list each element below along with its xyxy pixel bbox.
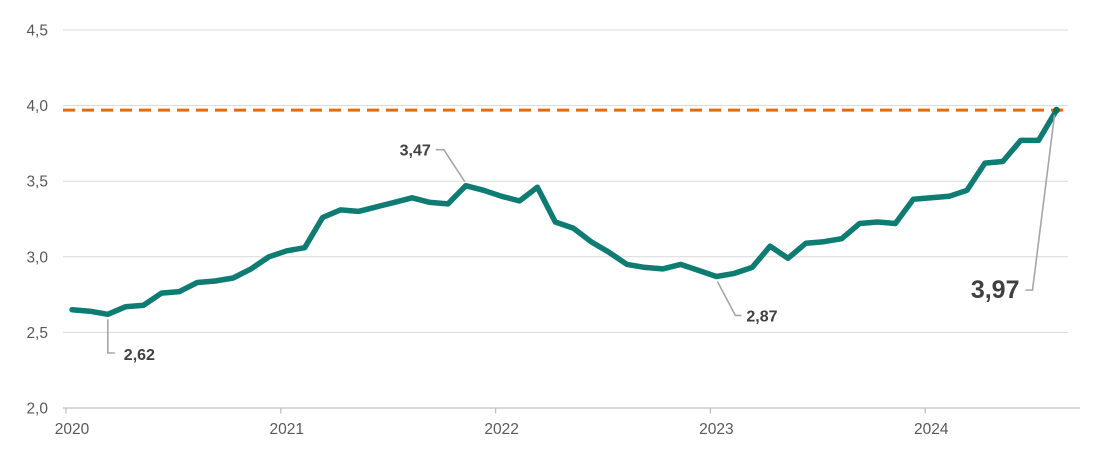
annotation-leader-line [1025,115,1056,291]
y-axis-tick-labels: 4,5 4,0 3,5 3,0 2,5 2,0 [26,23,48,418]
gridlines [63,29,1068,333]
data-annotations: 2,62 3,47 2,87 3,97 [107,115,1056,364]
annotation-leader-line [435,148,466,183]
x-tick-label: 2021 [270,421,304,438]
x-axis: 2020 2021 2022 2023 2024 [55,407,1080,438]
y-tick-label: 2,5 [26,325,48,342]
annotation-leader-line [716,281,742,317]
annotation-value-label: 2,62 [124,347,155,364]
series-end-marker [1053,106,1060,114]
annotation-value-label: 2,87 [746,308,777,325]
y-tick-label: 3,0 [26,249,48,266]
y-tick-label: 2,0 [26,401,48,418]
y-tick-label: 3,5 [26,174,48,191]
series-polyline [69,107,1060,318]
annotation-value-label: 3,47 [400,143,431,160]
annotation-leader-line [107,319,115,354]
x-tick-label: 2020 [55,421,90,438]
x-tick-label: 2024 [914,421,949,438]
annotation-value-label: 3,97 [971,276,1020,304]
x-tick-label: 2023 [699,421,733,438]
y-tick-label: 4,0 [26,98,48,115]
x-tick-label: 2022 [484,421,518,438]
data-series-line [69,106,1060,318]
y-tick-label: 4,5 [26,23,48,40]
